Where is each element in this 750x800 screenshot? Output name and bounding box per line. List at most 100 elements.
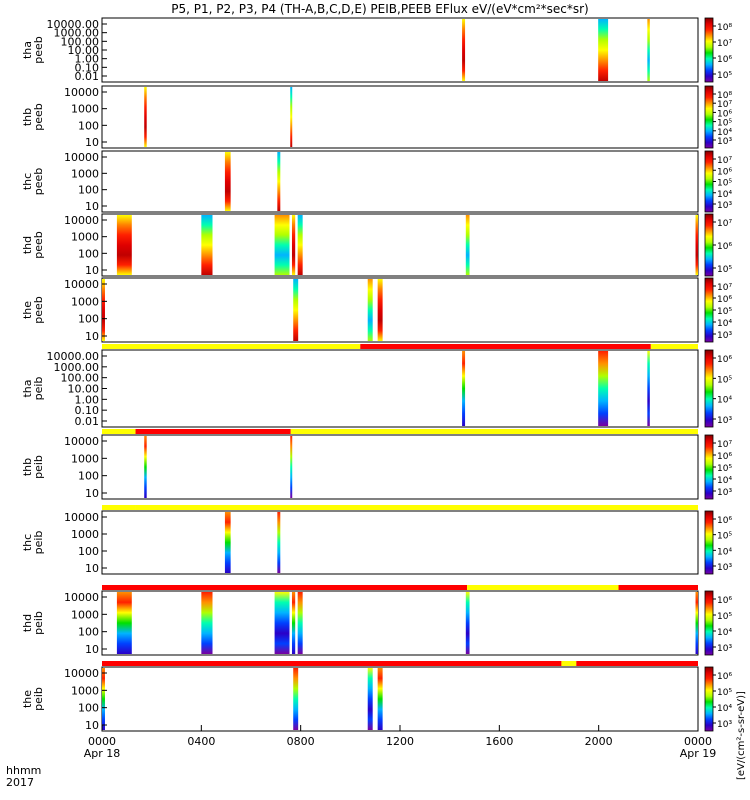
y-tick-label: 1000 <box>71 452 99 465</box>
year-label: 2017 <box>6 776 34 789</box>
y-tick-label: 10 <box>85 330 99 343</box>
colorbar <box>704 277 714 343</box>
x-tick-label: 1600 <box>485 735 513 748</box>
panel-instrument-label: peib <box>32 611 45 635</box>
panel-instrument-label: peeb <box>32 231 45 259</box>
y-tick-label: 1000 <box>71 608 99 621</box>
spectrogram-block <box>144 87 147 147</box>
colorbar-tick-label: 10⁴ <box>717 128 732 138</box>
y-tick-label: 100 <box>78 313 99 326</box>
mode-bar-segment <box>102 344 361 349</box>
spectrogram-block <box>293 668 299 730</box>
panel-instrument-label: peeb <box>32 36 45 64</box>
panel-probe-label: tha <box>21 41 34 59</box>
x-tick-label: 1200 <box>386 735 414 748</box>
colorbar-tick-label: 10⁷ <box>717 39 732 49</box>
spectrogram-block <box>277 152 281 211</box>
colorbar-tick-label: 10⁴ <box>717 396 732 406</box>
colorbar-tick-label: 10⁶ <box>717 109 732 119</box>
colorbar <box>704 510 714 575</box>
colorbar-tick-label: 10⁶ <box>717 242 732 252</box>
spectrogram-block <box>695 215 698 275</box>
colorbar-tick-label: 10⁷ <box>717 156 732 166</box>
colorbar-tick-label: 10³ <box>717 331 732 341</box>
colorbar-tick-label: 10⁷ <box>717 100 732 110</box>
y-tick-label: 10000 <box>64 151 99 164</box>
panel-frame <box>101 666 699 732</box>
panel-frame <box>101 85 699 149</box>
colorbar-tick-label: 10⁶ <box>717 355 732 365</box>
colorbar-tick-label: 10³ <box>717 488 732 498</box>
panel-instrument-label: peib <box>32 455 45 479</box>
y-tick-label: 0.10 <box>75 61 100 74</box>
colorbar-tick-label: 10⁵ <box>717 71 732 81</box>
panel-frame <box>101 434 699 500</box>
colorbar-tick-label: 10⁶ <box>717 596 732 606</box>
y-tick-label: 10000 <box>64 591 99 604</box>
spectrogram-block <box>291 592 296 654</box>
spectrogram-block <box>465 592 470 654</box>
y-tick-label: 10 <box>85 487 99 500</box>
colorbar-tick-label: 10⁴ <box>717 319 732 329</box>
panel-frame <box>101 213 699 277</box>
y-tick-label: 10000 <box>64 667 99 680</box>
y-tick-label: 10.00 <box>68 44 100 57</box>
colorbar-tick-label: 10⁴ <box>717 628 732 638</box>
colorbar <box>704 434 714 500</box>
spectrogram-block <box>462 19 466 81</box>
mode-bar-segment <box>102 585 468 590</box>
colorbar-tick-label: 10³ <box>717 416 732 426</box>
spectrogram-block <box>367 668 373 730</box>
colorbar-tick-label: 10⁶ <box>717 452 732 462</box>
panel-probe-label: thd <box>21 614 34 632</box>
colorbar-tick-label: 10⁶ <box>717 672 732 682</box>
colorbar-tick-label: 10⁷ <box>717 440 732 450</box>
spectrogram-block <box>377 668 383 730</box>
colorbar-tick-label: 10³ <box>717 563 732 573</box>
y-tick-label: 1000 <box>71 684 99 697</box>
y-tick-label: 10 <box>85 562 99 575</box>
mode-bar-segment <box>102 661 562 666</box>
colorbar-tick-label: 10⁵ <box>717 464 732 474</box>
colorbar <box>704 85 714 149</box>
panel-instrument-label: peeb <box>32 168 45 196</box>
colorbar-tick-label: 10⁶ <box>717 295 732 305</box>
spectrogram-block <box>598 19 609 81</box>
y-tick-label: 1000 <box>71 103 99 116</box>
spectrogram-block <box>367 279 373 341</box>
y-tick-label: 10 <box>85 264 99 277</box>
panel-instrument-label: peeb <box>32 103 45 131</box>
y-tick-label: 10000 <box>64 278 99 291</box>
spectrogram-block <box>291 215 296 275</box>
colorbar-tick-label: 10⁵ <box>717 265 732 275</box>
colorbar-tick-label: 10⁸ <box>717 91 732 101</box>
colorbar-tick-label: 10⁴ <box>717 190 732 200</box>
y-tick-label: 1.00 <box>75 53 100 66</box>
y-tick-label: 0.01 <box>75 70 100 83</box>
y-tick-label: 10000.00 <box>47 18 100 31</box>
panel-frame <box>101 150 699 213</box>
panel-instrument-label: peib <box>32 377 45 401</box>
panel-instrument-label: peib <box>32 687 45 711</box>
y-tick-label: 1000.00 <box>54 361 100 374</box>
colorbar <box>704 590 714 656</box>
spectrogram-block <box>201 215 213 275</box>
x-tick-label: 0400 <box>187 735 215 748</box>
mode-bar-segment <box>650 344 698 349</box>
colorbar-tick-label: 10⁴ <box>717 704 732 714</box>
spectrogram-block <box>695 592 698 654</box>
colorbar-tick-label: 10⁵ <box>717 688 732 698</box>
spectrogram-block <box>144 436 147 498</box>
x-date-label: Apr 19 <box>680 747 717 760</box>
panel-probe-label: thb <box>21 458 34 476</box>
y-tick-label: 1.00 <box>75 393 100 406</box>
colorbar-tick-label: 10⁶ <box>717 167 732 177</box>
panel-instrument-label: peeb <box>32 296 45 324</box>
